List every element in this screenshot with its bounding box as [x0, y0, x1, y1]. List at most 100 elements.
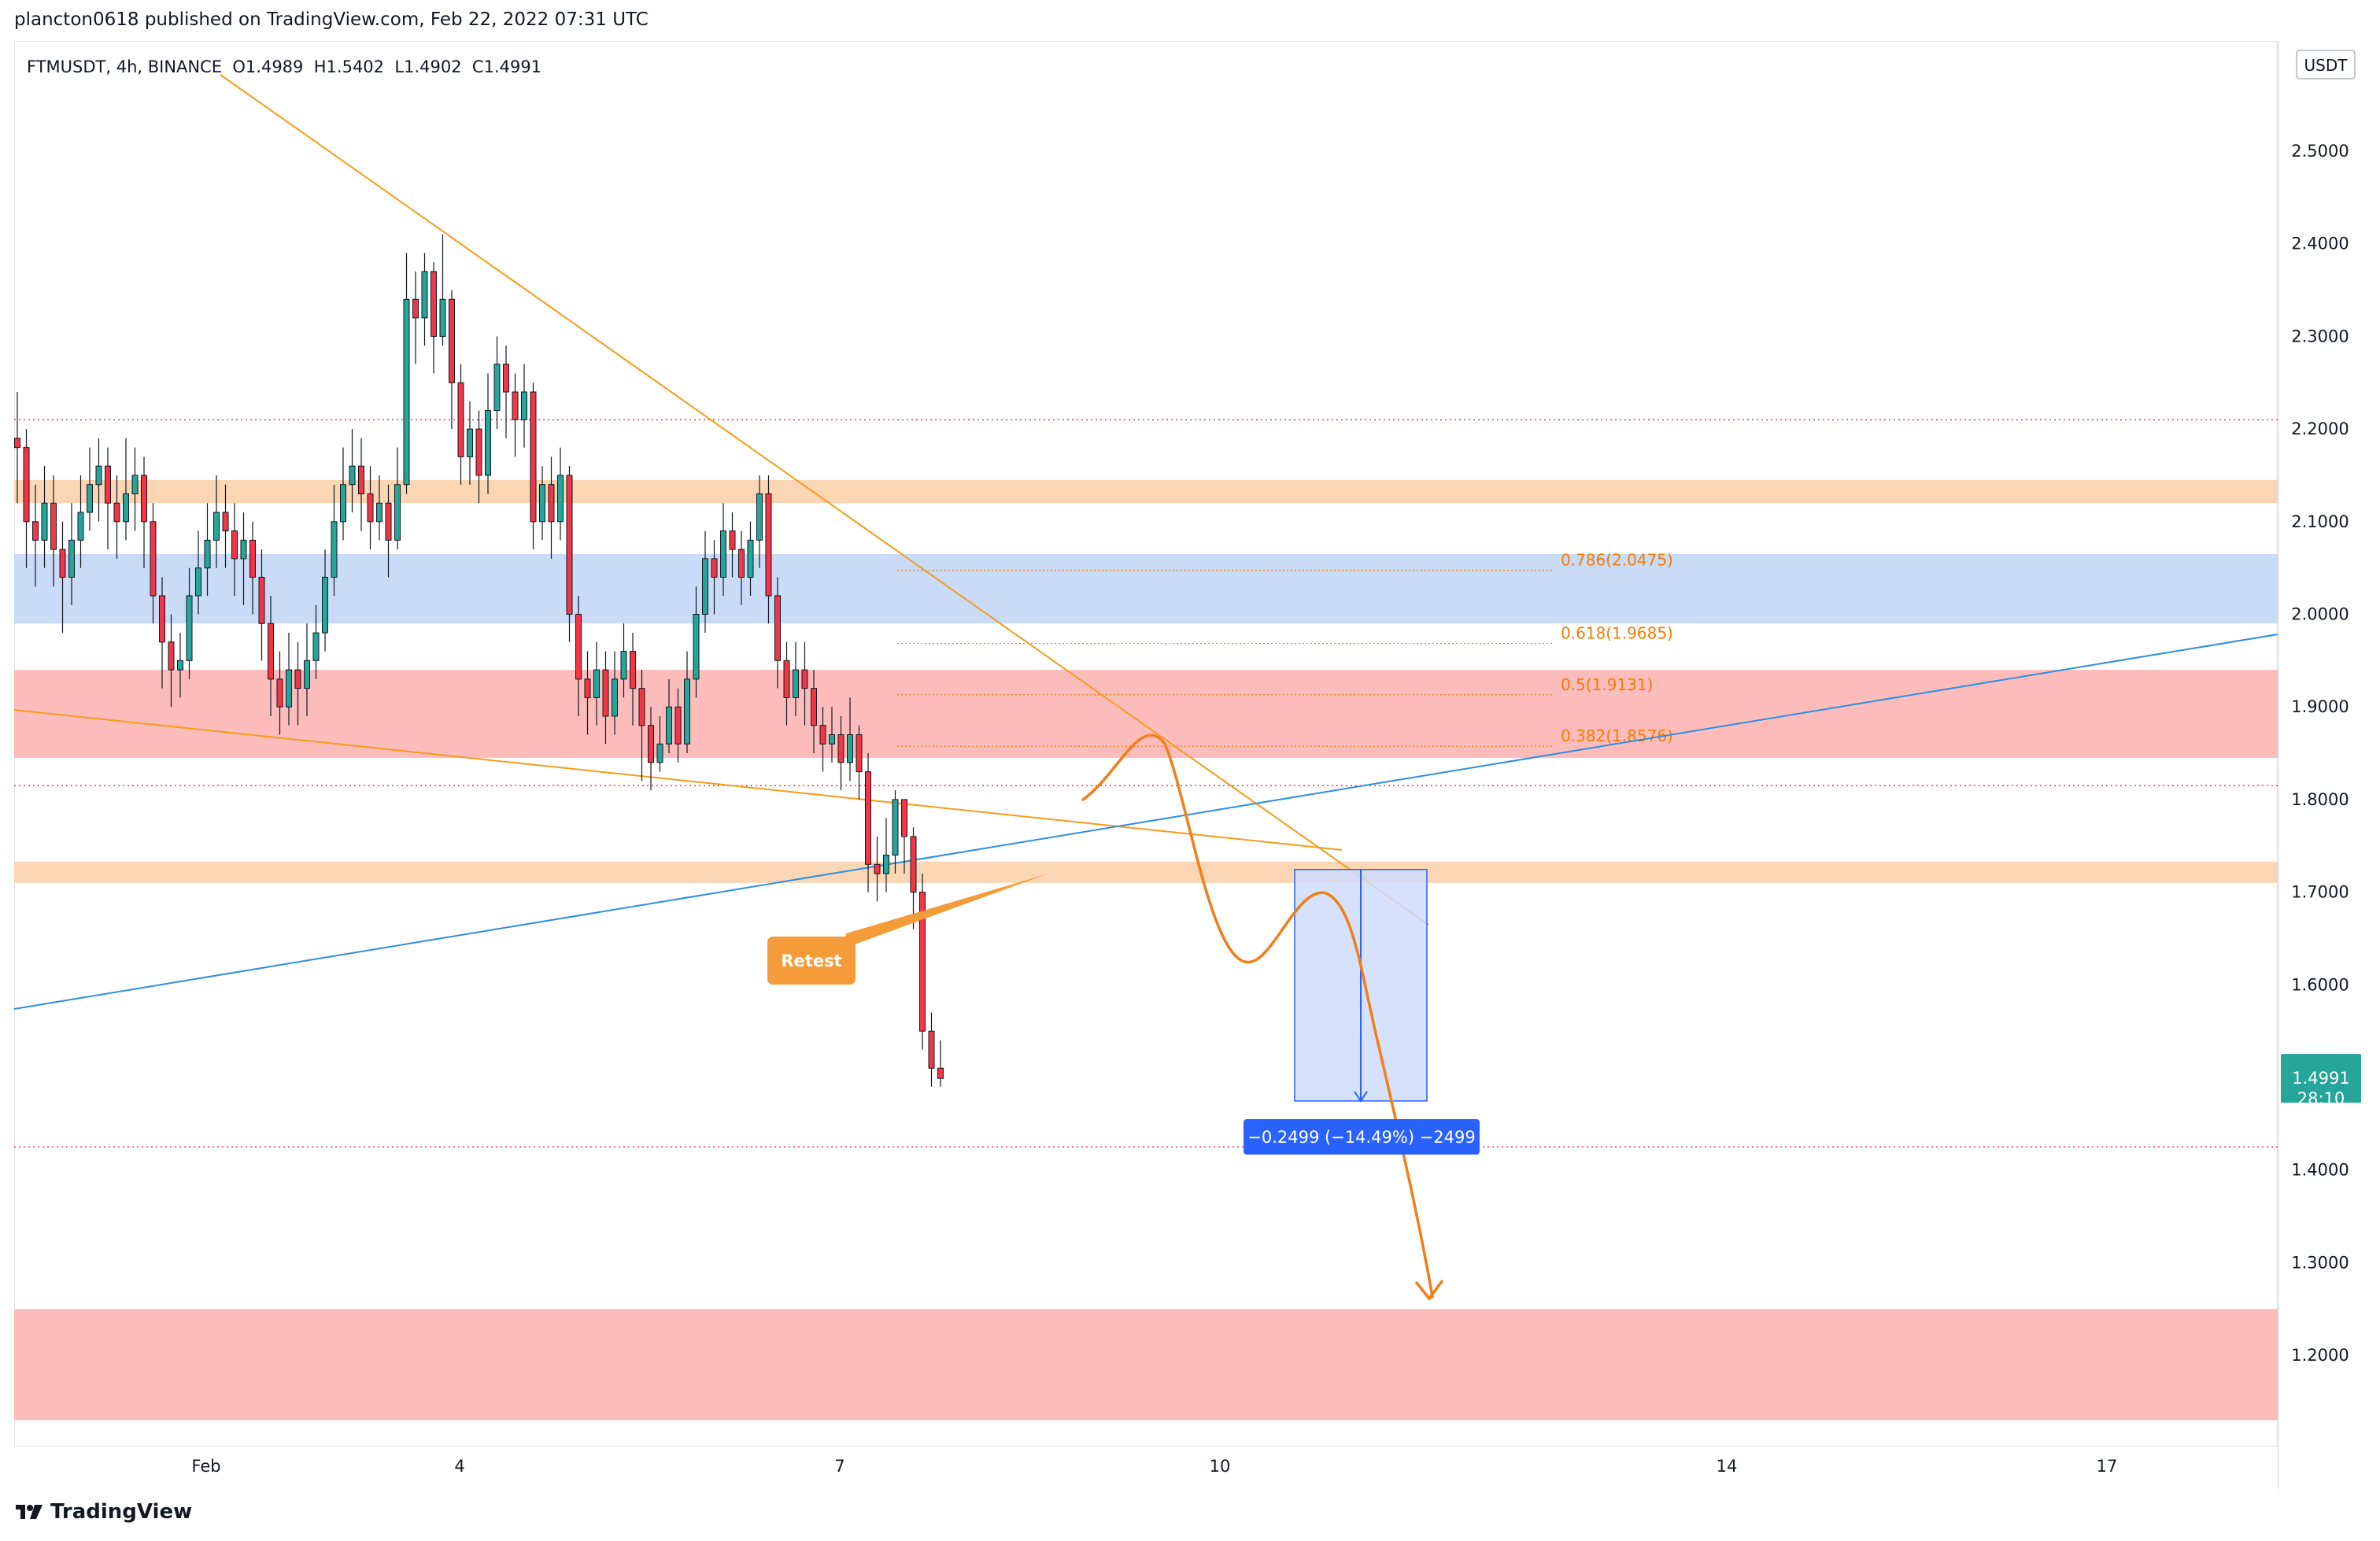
candle[interactable] — [829, 707, 835, 763]
candle[interactable] — [439, 234, 446, 346]
candle[interactable] — [602, 651, 609, 745]
candle[interactable] — [23, 429, 30, 568]
candle[interactable] — [648, 707, 654, 791]
candle[interactable] — [847, 697, 853, 782]
candle[interactable] — [575, 595, 582, 716]
price-axis[interactable] — [2278, 41, 2369, 1489]
candle[interactable] — [294, 641, 301, 726]
candle[interactable] — [258, 549, 265, 661]
candle[interactable] — [105, 447, 111, 550]
candle[interactable] — [919, 874, 926, 1050]
candle[interactable] — [68, 503, 75, 605]
candle[interactable] — [937, 1040, 944, 1087]
candle[interactable] — [177, 633, 183, 698]
candle[interactable] — [774, 577, 781, 689]
candle[interactable] — [747, 521, 754, 596]
candle[interactable] — [41, 466, 48, 568]
measure-label-box[interactable] — [1244, 1119, 1480, 1155]
candle[interactable] — [493, 336, 501, 430]
candle[interactable] — [684, 651, 690, 754]
candle[interactable] — [674, 688, 682, 763]
candle[interactable] — [720, 503, 726, 596]
candle[interactable] — [729, 512, 736, 578]
candle[interactable] — [304, 623, 310, 716]
candle[interactable] — [331, 484, 338, 596]
candle[interactable] — [286, 633, 292, 726]
candle[interactable] — [77, 475, 84, 568]
candle[interactable] — [485, 373, 491, 494]
candle[interactable] — [123, 438, 129, 541]
candle[interactable] — [783, 641, 790, 726]
candle[interactable] — [801, 641, 808, 726]
candle[interactable] — [521, 364, 527, 448]
candle[interactable] — [620, 623, 627, 698]
candle[interactable] — [141, 456, 147, 568]
candle[interactable] — [738, 530, 745, 605]
candle[interactable] — [503, 346, 509, 438]
candle[interactable] — [403, 253, 410, 494]
candle[interactable] — [312, 604, 320, 679]
candle[interactable] — [901, 799, 907, 874]
candle[interactable] — [530, 382, 537, 550]
candle[interactable] — [385, 484, 392, 578]
candle[interactable] — [186, 567, 193, 679]
candle[interactable] — [765, 475, 772, 624]
candle[interactable] — [711, 540, 718, 615]
candle[interactable] — [566, 466, 573, 642]
candle[interactable] — [593, 641, 600, 726]
candle[interactable] — [32, 484, 39, 587]
candle[interactable] — [557, 447, 564, 541]
candle[interactable] — [548, 456, 555, 559]
candle[interactable] — [666, 678, 672, 754]
candle[interactable] — [638, 670, 645, 782]
candle[interactable] — [883, 818, 889, 892]
candle[interactable] — [95, 438, 102, 522]
candle[interactable] — [874, 836, 881, 902]
candle[interactable] — [693, 586, 700, 698]
candle[interactable] — [322, 549, 328, 652]
candle[interactable] — [222, 484, 229, 568]
candle[interactable] — [793, 641, 799, 716]
candle[interactable] — [131, 447, 139, 531]
candle[interactable] — [213, 475, 220, 568]
candle[interactable] — [276, 651, 283, 735]
candle[interactable] — [457, 364, 464, 485]
candle[interactable] — [512, 373, 519, 457]
candle[interactable] — [59, 521, 66, 634]
candle[interactable] — [892, 790, 899, 874]
candle[interactable] — [268, 595, 274, 716]
candle[interactable] — [910, 827, 917, 929]
candle[interactable] — [150, 503, 157, 624]
candle[interactable] — [539, 466, 545, 541]
candle[interactable] — [811, 670, 817, 754]
candle[interactable] — [702, 530, 708, 634]
candle[interactable] — [412, 272, 419, 364]
candle[interactable] — [756, 475, 763, 568]
candle[interactable] — [367, 466, 374, 550]
candle[interactable] — [928, 1012, 935, 1087]
candle[interactable] — [204, 503, 211, 596]
candle[interactable] — [159, 577, 165, 689]
candle[interactable] — [240, 512, 247, 605]
candle[interactable] — [113, 475, 120, 559]
tradingview-logo[interactable]: TradingView — [14, 1500, 192, 1524]
price-label[interactable]: 1.4991 28:10 — [2281, 1054, 2361, 1108]
candle[interactable] — [394, 447, 401, 550]
candle[interactable] — [656, 715, 663, 772]
retest-label-box[interactable] — [767, 937, 856, 985]
candle[interactable] — [837, 715, 844, 791]
candle[interactable] — [50, 475, 57, 587]
candle[interactable] — [612, 651, 618, 735]
candle[interactable] — [195, 530, 201, 615]
candle[interactable] — [340, 447, 346, 541]
candle[interactable] — [584, 651, 591, 735]
candle[interactable] — [349, 429, 356, 513]
candle[interactable] — [376, 475, 382, 541]
currency-badge[interactable]: USDT — [2296, 50, 2356, 79]
candle[interactable] — [467, 401, 473, 485]
candle[interactable] — [865, 753, 871, 892]
candle[interactable] — [856, 725, 863, 800]
candle[interactable] — [231, 503, 238, 596]
candle[interactable] — [475, 410, 482, 504]
